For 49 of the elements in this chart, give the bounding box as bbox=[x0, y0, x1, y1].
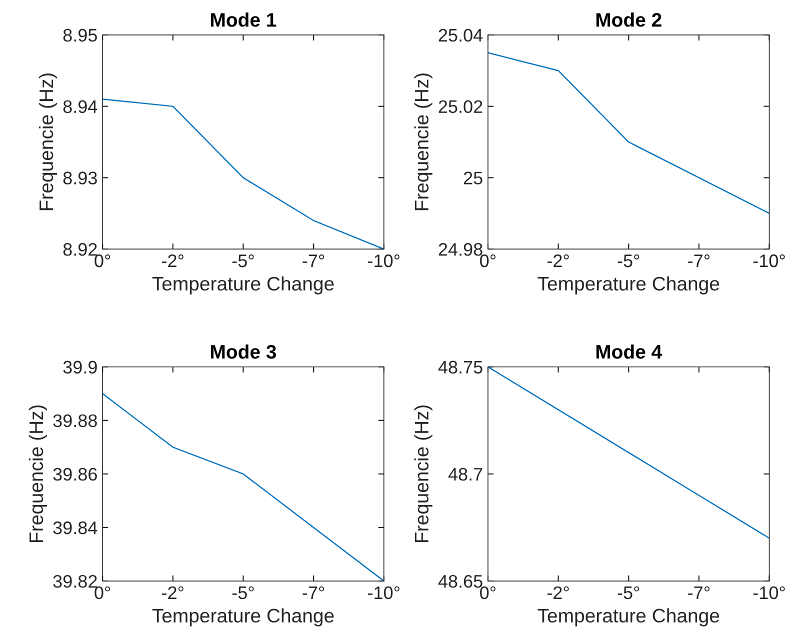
y-tick-label: 25.02 bbox=[438, 100, 482, 114]
x-tick-label: -2° bbox=[162, 586, 184, 599]
x-tick-label: -10° bbox=[753, 586, 785, 600]
x-tick-label: -5° bbox=[232, 586, 254, 600]
chart-title: Mode 3 bbox=[211, 344, 276, 359]
y-axis-title: Frequencie (Hz) bbox=[38, 74, 58, 210]
y-tick-label: 8.95 bbox=[63, 28, 97, 42]
x-tick-label: -2° bbox=[547, 254, 569, 268]
x-tick-label: 0° bbox=[94, 586, 110, 600]
y-tick-label: 8.92 bbox=[63, 243, 97, 256]
x-tick-label: -5° bbox=[618, 586, 640, 600]
x-tick-label: 0° bbox=[480, 254, 496, 268]
y-tick-label: 39.86 bbox=[53, 468, 97, 481]
y-tick-label: 24.98 bbox=[438, 243, 482, 256]
x-tick-label: -2° bbox=[547, 586, 569, 599]
y-tick-label: 48.65 bbox=[438, 574, 482, 588]
x-tick-label: -10° bbox=[753, 254, 785, 268]
y-tick-label: 8.93 bbox=[63, 172, 97, 184]
x-tick-label: -2° bbox=[162, 254, 184, 268]
x-tick-label: -5° bbox=[232, 254, 254, 268]
y-axis-title: Frequencie (Hz) bbox=[414, 405, 432, 542]
x-tick-label: -10° bbox=[368, 254, 400, 268]
x-axis-title: Temperature Change bbox=[538, 276, 720, 294]
y-tick-label: 39.82 bbox=[53, 574, 97, 588]
y-tick-label: 39.88 bbox=[53, 414, 97, 428]
y-tick-label: 48.7 bbox=[448, 468, 482, 481]
chart-title: Mode 2 bbox=[596, 12, 662, 27]
y-tick-label: 25.04 bbox=[438, 28, 483, 42]
x-tick-label: -5° bbox=[618, 254, 640, 268]
y-tick-label: 8.94 bbox=[63, 100, 98, 114]
y-tick-label: 39.84 bbox=[53, 521, 98, 534]
y-tick-label: 48.75 bbox=[438, 360, 482, 374]
chart-title: Mode 4 bbox=[596, 344, 662, 359]
line-series bbox=[488, 52, 770, 214]
x-axis-title: Temperature Change bbox=[538, 608, 720, 626]
x-tick-label: 0° bbox=[94, 254, 110, 268]
x-tick-label: -7° bbox=[688, 254, 710, 268]
x-axis-title: Temperature Change bbox=[152, 276, 334, 294]
y-axis-title: Frequencie (Hz) bbox=[28, 405, 47, 542]
x-tick-label: -7° bbox=[302, 586, 324, 599]
x-tick-label: -10° bbox=[368, 586, 400, 600]
x-tick-label: -7° bbox=[688, 586, 710, 599]
chart-title: Mode 1 bbox=[211, 12, 276, 27]
x-tick-label: -7° bbox=[302, 254, 324, 268]
x-axis-title: Temperature Change bbox=[152, 608, 334, 626]
y-axis-title: Frequencie (Hz) bbox=[414, 74, 432, 210]
x-tick-label: 0° bbox=[480, 586, 496, 600]
y-tick-label: 25 bbox=[464, 172, 482, 184]
y-tick-label: 39.9 bbox=[63, 360, 97, 374]
